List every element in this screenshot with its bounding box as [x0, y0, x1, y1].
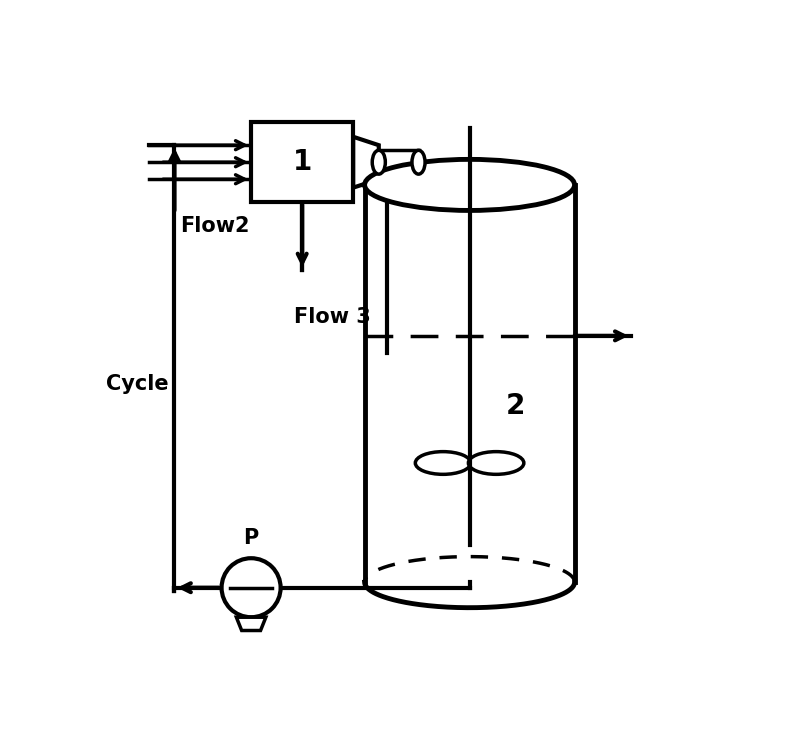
Text: P: P [243, 528, 258, 548]
Circle shape [222, 558, 281, 617]
Text: Cycle: Cycle [106, 374, 169, 394]
Text: 2: 2 [506, 392, 525, 420]
Text: 1: 1 [293, 148, 312, 176]
Bar [376, 150, 382, 174]
Polygon shape [236, 617, 266, 631]
Ellipse shape [372, 150, 386, 174]
Ellipse shape [415, 452, 470, 475]
Bar [251, 122, 354, 202]
Ellipse shape [468, 452, 524, 475]
Ellipse shape [412, 150, 425, 174]
Bar [378, 150, 418, 174]
Polygon shape [354, 137, 378, 188]
Text: Flow 3: Flow 3 [294, 307, 370, 327]
Ellipse shape [365, 159, 574, 211]
Text: Flow2: Flow2 [180, 216, 250, 236]
